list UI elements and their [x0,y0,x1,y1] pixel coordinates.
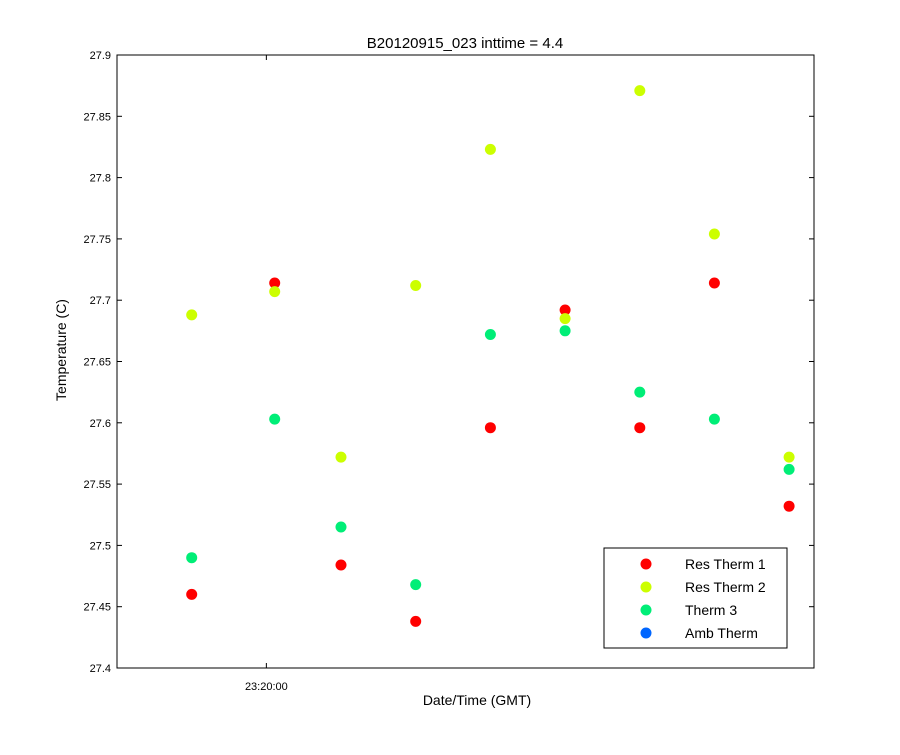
point-therm-3 [186,552,198,564]
point-res-therm-2 [783,451,795,463]
point-res-therm-2 [484,143,496,155]
data-points [186,85,795,627]
legend: Res Therm 1 Res Therm 2 Therm 3 Amb Therm [603,547,788,649]
legend-label: Amb Therm [685,625,758,641]
x-axis-label: Date/Time (GMT) [423,692,531,708]
point-therm-3 [708,413,720,425]
y-tick-label: 27.7 [90,295,111,307]
point-res-therm-1 [335,559,347,571]
legend-marker [640,581,652,593]
y-axis: 27.4 27.45 27.5 27.55 27.6 27.65 27.7 27.75 27.8… [83,50,814,675]
point-res-therm-1 [269,277,281,289]
legend-marker [640,558,652,570]
point-res-therm-1 [186,588,198,600]
y-tick-label: 27.45 [83,602,111,614]
legend-marker [640,604,652,616]
y-tick-label: 27.65 [83,357,111,369]
point-therm-3 [634,386,646,398]
point-res-therm-1 [634,422,646,434]
point-res-therm-2 [269,286,281,298]
point-therm-3 [484,329,496,340]
point-res-therm-2 [186,309,198,321]
point-res-therm-2 [708,228,720,240]
point-res-therm-1 [484,422,496,434]
point-therm-3 [410,579,422,591]
point-res-therm-2 [559,313,571,325]
point-therm-3 [269,413,281,425]
y-tick-label: 27.85 [83,111,111,123]
chart-title: B20120915_023 inttime = 4.4 [367,35,563,52]
legend-box [603,547,788,649]
legend-label: Res Therm 1 [685,556,766,572]
y-tick-label: 27.6 [90,418,111,430]
legend-marker [640,627,652,639]
y-axis-label: Temperature (C) [53,299,69,401]
point-res-therm-2 [410,280,422,291]
point-res-therm-2 [335,451,347,463]
x-axis: 23:20:00 [245,55,288,693]
y-tick-label: 27.75 [83,234,111,246]
point-therm-3 [783,463,795,475]
point-therm-3 [335,521,347,533]
y-tick-label: 27.8 [90,173,111,185]
y-tick-label: 27.5 [90,540,111,552]
point-res-therm-1 [783,500,795,512]
legend-label: Res Therm 2 [685,579,766,595]
y-tick-label: 27.4 [90,663,111,675]
legend-label: Therm 3 [685,602,737,618]
point-res-therm-2 [634,85,646,97]
point-therm-3 [559,325,571,337]
x-tick-label: 23:20:00 [245,681,288,693]
point-res-therm-1 [410,615,422,627]
point-res-therm-1 [708,277,720,289]
point-res-therm-1 [559,304,571,316]
y-tick-label: 27.9 [90,50,111,62]
y-tick-label: 27.55 [83,479,111,491]
